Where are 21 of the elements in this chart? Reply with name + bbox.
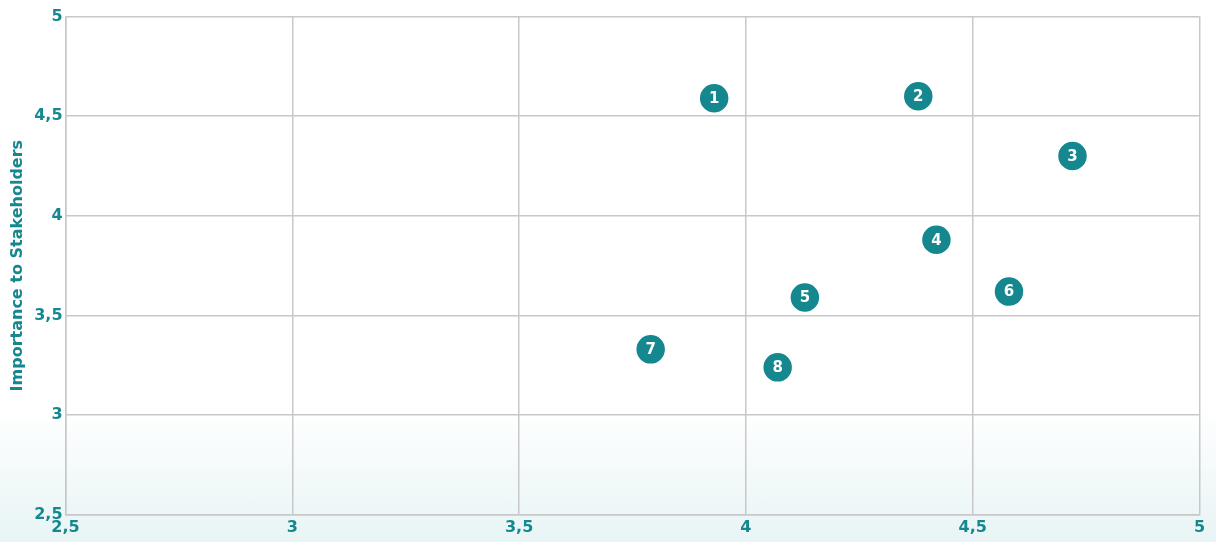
x-tick-label: 5 <box>1193 516 1206 536</box>
x-tick-label: 3,5 <box>504 516 534 536</box>
annotation: 3 <box>1067 146 1078 165</box>
annotation: 7 <box>645 340 656 359</box>
y-tick-label: 5 <box>51 5 63 25</box>
x-tick-label: 4,5 <box>958 516 987 536</box>
y-axis-title: Importance to Stakeholders <box>6 139 26 392</box>
annotation: 2 <box>913 87 924 106</box>
y-tick-label: 3 <box>51 404 63 424</box>
x-tick-label: 4 <box>740 516 752 536</box>
annotation: 5 <box>799 288 811 307</box>
point <box>902 80 935 112</box>
annotation: 4 <box>931 230 942 249</box>
annotation: 1 <box>708 89 720 108</box>
x-tick-label: 3 <box>286 516 298 536</box>
annotation: 6 <box>1003 282 1015 301</box>
y-tick-label: 3,5 <box>34 304 63 324</box>
annotation: 8 <box>772 358 783 377</box>
point <box>634 333 667 366</box>
y-tick-label: 4 <box>51 204 63 224</box>
y-tick-label: 4,5 <box>34 105 63 125</box>
